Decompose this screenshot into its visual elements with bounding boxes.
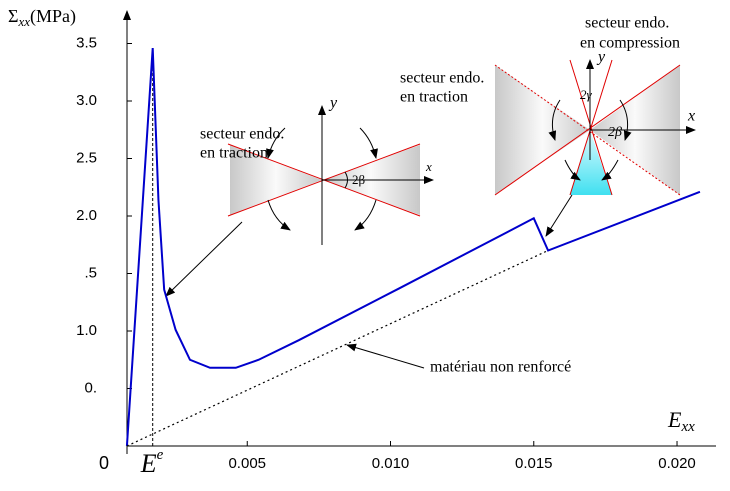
arrow <box>601 159 619 181</box>
series-line <box>126 249 549 447</box>
x-axis-label-part: E <box>667 407 682 432</box>
y-tick-label: 2.0 <box>76 207 97 224</box>
annotation: en traction <box>200 145 268 162</box>
x-tick-label: 0.005 <box>228 455 266 472</box>
pointer <box>346 343 425 369</box>
axis-label: y <box>328 95 338 112</box>
arrow <box>548 99 561 141</box>
angle-arc <box>344 171 348 189</box>
angle-label: 2β <box>352 172 366 187</box>
arrow <box>619 99 632 141</box>
annotation: en compression <box>580 35 680 52</box>
x-axis-label: Exx <box>667 407 695 435</box>
y-axis-label-part: (MPa) <box>30 6 76 27</box>
arrow <box>266 127 286 159</box>
sector <box>495 65 590 195</box>
x-tick-label: 0.010 <box>372 455 410 472</box>
axis-label: y <box>596 49 606 66</box>
strain-marker-label: Ee <box>140 447 164 478</box>
strain-marker-label-part: e <box>157 447 164 463</box>
annotation: matériau non renforcé <box>430 359 571 376</box>
arrow <box>354 199 377 231</box>
x-tick-label: 0.020 <box>658 455 696 472</box>
annotation: en traction <box>400 89 468 106</box>
inset-right: y x 2γ 2β secteur endo. en traction sect… <box>400 15 696 237</box>
x-tick-label: 0 <box>99 453 109 473</box>
inset-left: y x 2β secteur endo. en traction <box>165 95 434 297</box>
pointer <box>545 194 573 237</box>
angle-label: 2β <box>608 125 622 140</box>
y-tick-label: 0. <box>84 379 97 396</box>
axis-label: x <box>687 108 695 125</box>
arrow <box>359 127 378 159</box>
arrow <box>267 199 291 231</box>
x-axis-label-part: xx <box>680 419 695 435</box>
y-axis-label: Σxx(MPa) <box>8 6 76 29</box>
series-line <box>125 48 701 447</box>
sector <box>230 145 322 215</box>
annotation: secteur endo. <box>200 126 284 143</box>
x-tick-label: 0.015 <box>515 455 553 472</box>
strain-marker-label-part: E <box>140 449 157 478</box>
arrow <box>564 159 581 181</box>
axis-label: x <box>425 159 432 174</box>
y-tick-label: 2.5 <box>76 149 97 166</box>
y-axis-label-part: Σ <box>8 6 18 26</box>
y-axis-label-part: xx <box>17 14 30 29</box>
annotation: secteur endo. <box>400 70 484 87</box>
red-line <box>494 64 681 196</box>
pointer <box>165 221 243 297</box>
y-tick-label: 3.5 <box>76 34 97 51</box>
y-tick-label: .5 <box>84 264 97 281</box>
y-tick-label: 3.0 <box>76 92 97 109</box>
angle-label: 2γ <box>580 87 593 102</box>
y-tick-label: 1.0 <box>76 322 97 339</box>
annotation: secteur endo. <box>585 15 669 32</box>
